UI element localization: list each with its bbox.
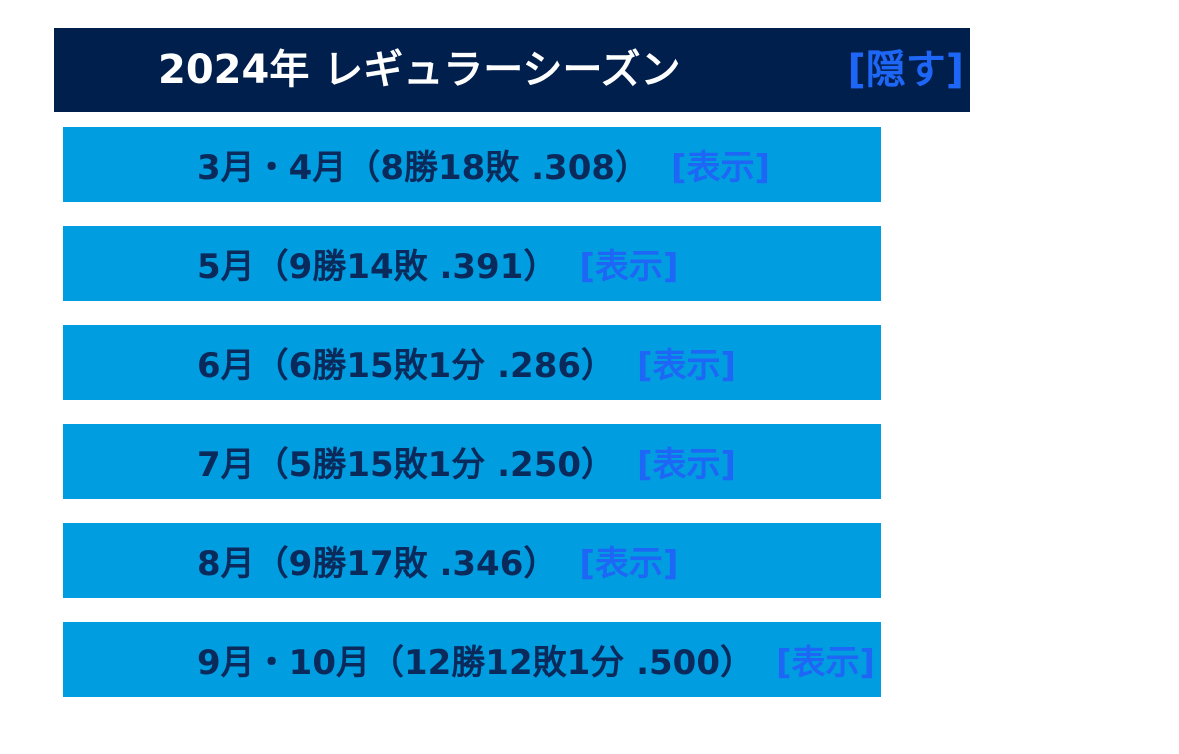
month-row-jun: 6月（6勝15敗1分 .286） [表示] [63,325,882,400]
month-label: 9月・10月（12勝12敗1分 .500） [197,643,754,683]
show-month-toggle[interactable]: [表示] [637,445,737,485]
month-label: 8月（9勝17敗 .346） [197,544,558,584]
month-row-jul: 7月（5勝15敗1分 .250） [表示] [63,424,882,499]
hide-season-toggle[interactable]: [隠す] [847,47,964,93]
show-month-toggle[interactable]: [表示] [579,247,679,287]
month-label: 5月（9勝14敗 .391） [197,247,558,287]
show-month-toggle[interactable]: [表示] [671,148,771,188]
month-row-may: 5月（9勝14敗 .391） [表示] [63,226,882,301]
season-header: 2024年 レギュラーシーズン [隠す] [54,28,970,112]
month-list: 3月・4月（8勝18敗 .308） [表示] 5月（9勝14敗 .391） [表… [63,127,882,721]
season-title: 2024年 レギュラーシーズン [158,47,681,93]
month-row-aug: 8月（9勝17敗 .346） [表示] [63,523,882,598]
show-month-toggle[interactable]: [表示] [637,346,737,386]
show-month-toggle[interactable]: [表示] [579,544,679,584]
show-month-toggle[interactable]: [表示] [775,643,876,683]
month-label: 7月（5勝15敗1分 .250） [197,445,616,485]
month-row-mar-apr: 3月・4月（8勝18敗 .308） [表示] [63,127,882,202]
month-label: 3月・4月（8勝18敗 .308） [197,148,650,188]
month-label: 6月（6勝15敗1分 .286） [197,346,616,386]
month-row-sep-oct: 9月・10月（12勝12敗1分 .500） [表示] [63,622,882,697]
